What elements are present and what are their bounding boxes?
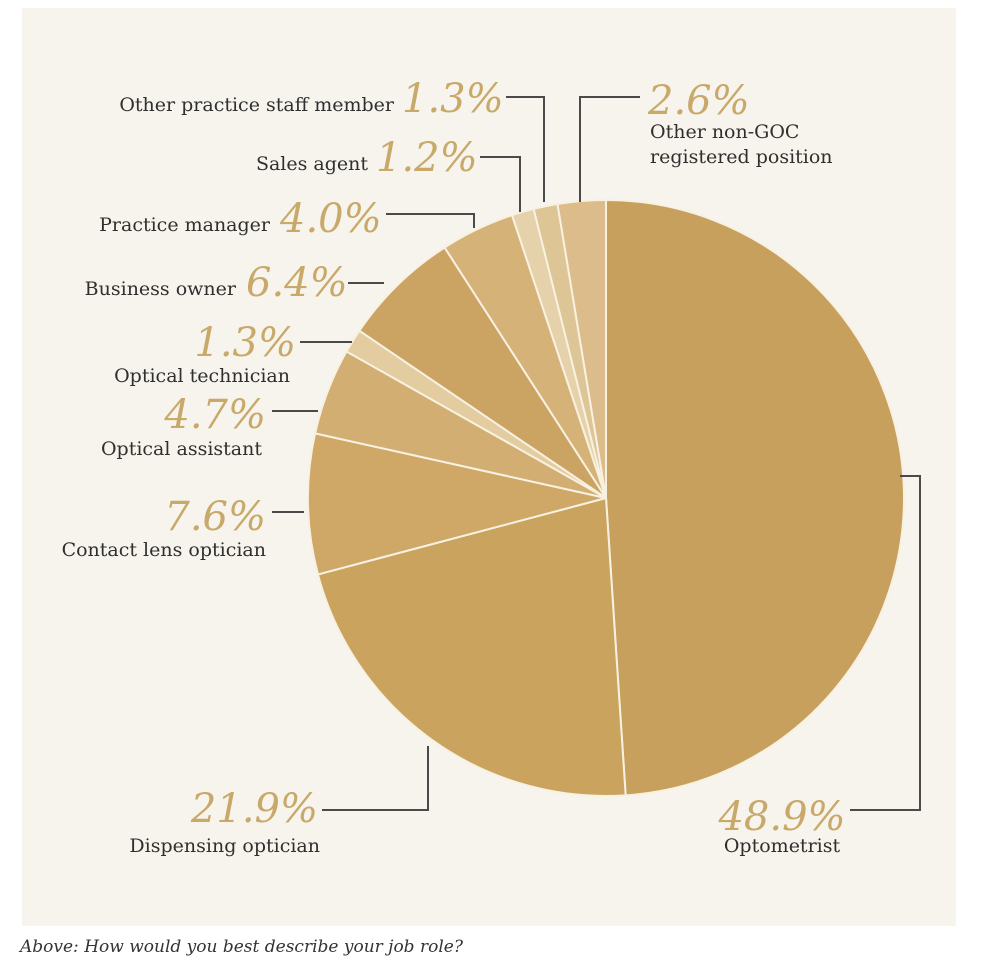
value-label-optometrist: 48.9% xyxy=(717,794,845,840)
category-label-other-practice-staff: Other practice staff member xyxy=(119,94,395,116)
pie-slice-other-non-goc-registered-position xyxy=(556,198,607,499)
pie-slice-dispensing-optician xyxy=(316,496,627,797)
leader-line-practice-manager xyxy=(386,213,475,228)
pie-chart: 48.9% Optometrist 21.9% Dispensing optic… xyxy=(62,76,921,857)
category-label-optical-assistant: Optical assistant xyxy=(101,438,262,460)
category-label-sales-agent: Sales agent xyxy=(256,153,368,175)
value-label-business-owner: 6.4% xyxy=(246,260,348,306)
value-label-contact-lens-optician: 7.6% xyxy=(164,494,266,540)
value-label-sales-agent: 1.2% xyxy=(376,135,478,181)
value-label-other-non-goc: 2.6% xyxy=(647,78,750,124)
category-label-practice-manager: Practice manager xyxy=(99,214,271,236)
leader-line-optometrist xyxy=(850,475,921,811)
category-label-other-non-goc-line2: registered position xyxy=(650,146,833,168)
pie-slice-contact-lens-optician xyxy=(307,432,607,576)
value-label-optical-assistant: 4.7% xyxy=(163,392,266,438)
leader-line-other-non-goc-registered-position xyxy=(579,96,640,202)
pie-slice-business-owner xyxy=(357,246,607,499)
category-label-dispensing-optician: Dispensing optician xyxy=(129,835,320,857)
leader-line-sales-agent xyxy=(480,156,521,212)
category-label-business-owner: Business owner xyxy=(85,278,237,300)
category-label-optometrist: Optometrist xyxy=(724,835,841,857)
category-label-other-non-goc-line1: Other non-GOC xyxy=(650,121,799,143)
value-label-practice-manager: 4.0% xyxy=(279,196,382,242)
value-label-optical-technician: 1.3% xyxy=(194,320,296,366)
pie-slice-optometrist xyxy=(605,198,905,797)
value-label-other-practice-staff: 1.3% xyxy=(402,76,504,122)
leader-line-other-practice-staff-member xyxy=(506,96,545,202)
chart-caption: Above: How would you best describe your … xyxy=(20,937,463,957)
leader-line-dispensing-optician xyxy=(322,746,429,811)
category-label-contact-lens-optician: Contact lens optician xyxy=(62,539,266,561)
value-label-dispensing-optician: 21.9% xyxy=(190,786,318,832)
category-label-optical-technician: Optical technician xyxy=(114,365,290,387)
